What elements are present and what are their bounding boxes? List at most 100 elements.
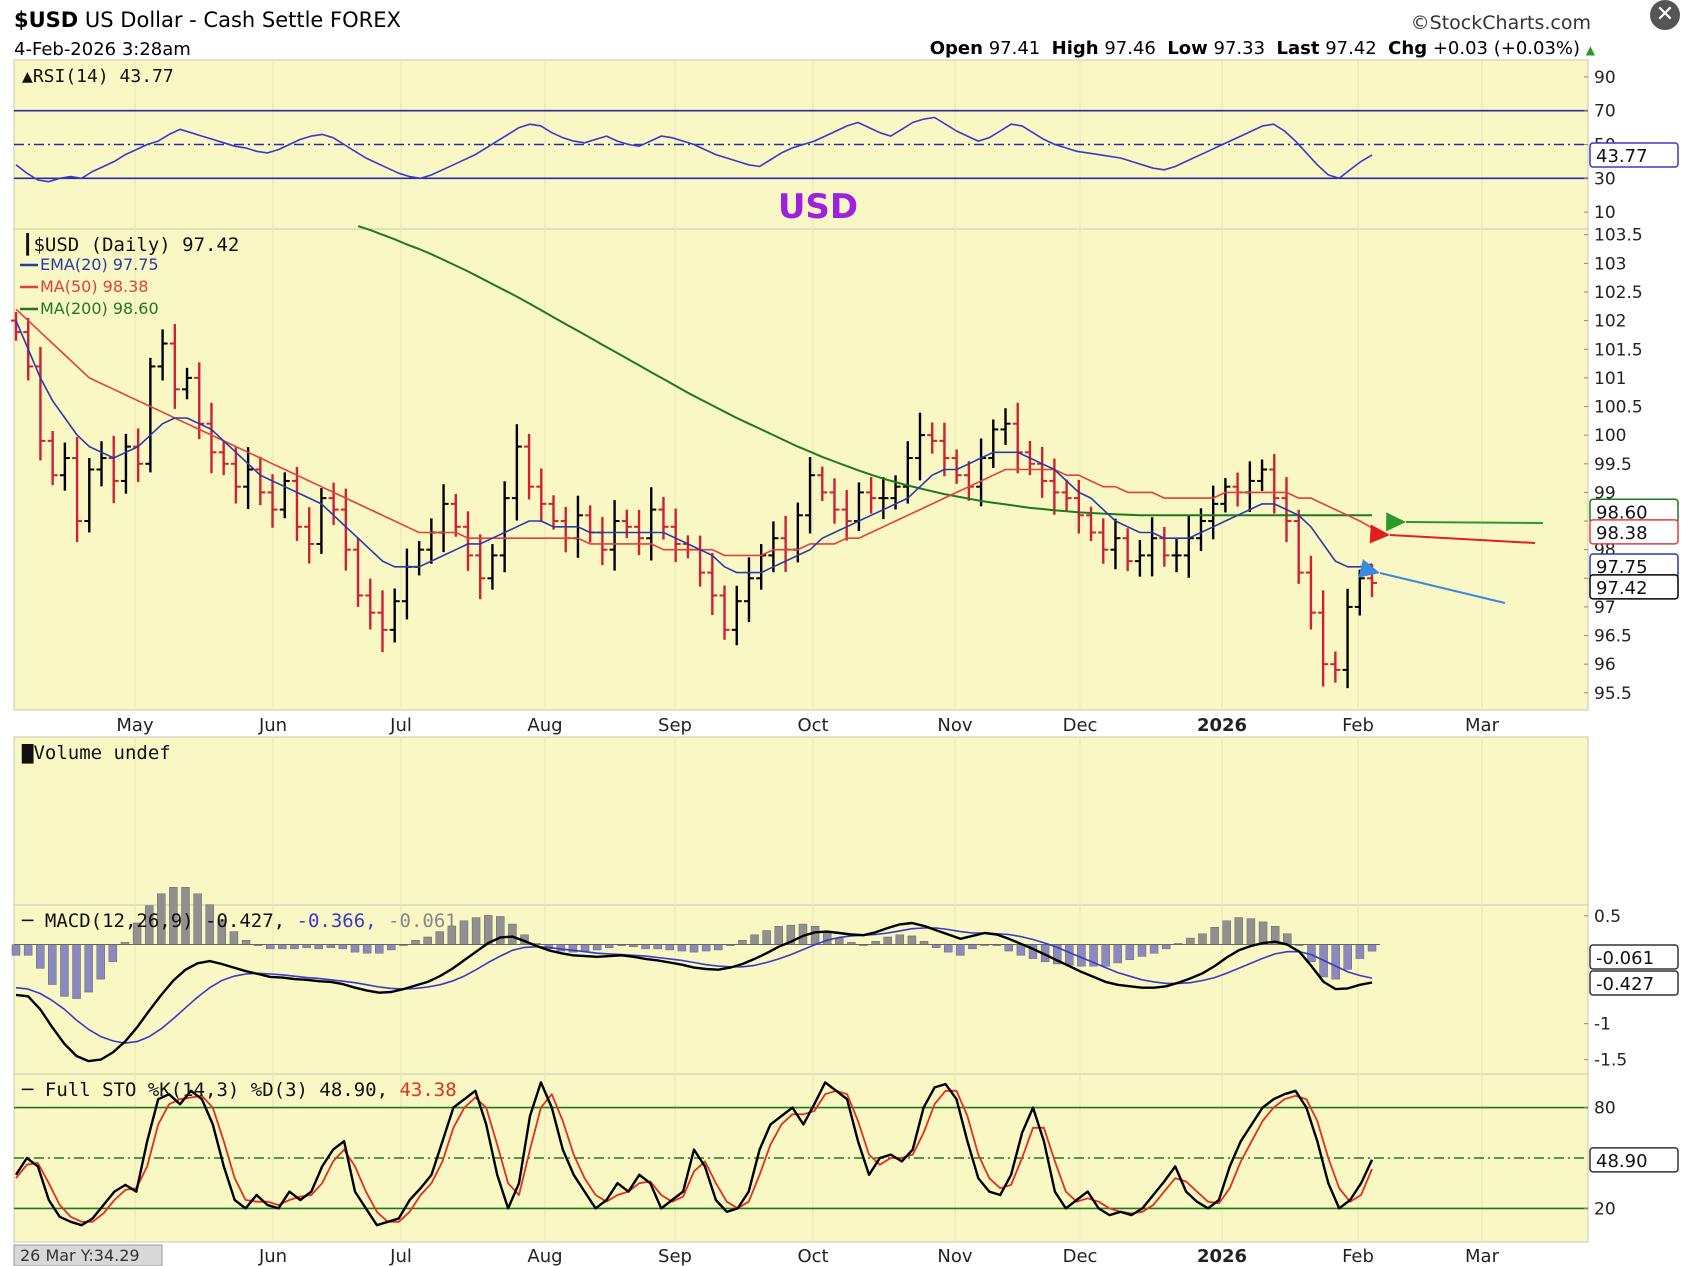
macd-histogram-bar [1234,917,1244,945]
price-bar [1257,459,1268,491]
macd-histogram-bar [338,944,348,950]
macd-title-part: -0.366, [285,910,377,932]
macd-histogram-bar [1149,944,1159,954]
macd-histogram-bar [1004,944,1013,952]
macd-histogram-bar [229,931,239,945]
macd-signal-line [15,927,1373,1044]
price-bar [1220,478,1231,513]
price-tick-label: 99.5 [1594,455,1632,475]
rsi-value-tag: 43.77 [1596,146,1648,167]
macd-histogram-bar [762,930,771,945]
price-bar [218,440,229,476]
macd-histogram-bar [1367,944,1377,952]
macd-histogram-bar [1065,944,1074,966]
price-bar [463,511,473,571]
price-bar [169,323,180,409]
up-triangle-icon: ▲ [1585,43,1595,57]
sto-tick-label: 20 [1594,1199,1616,1219]
price-bar [377,590,388,653]
macd-histogram-bar [84,944,93,993]
macd-histogram-bar [471,917,481,945]
price-tick-label: 95.5 [1594,684,1632,704]
chart-date: 4-Feb-2026 3:28am [14,39,191,60]
price-x-label: Jun [258,715,287,736]
sto-value-tag-box [1589,1147,1679,1173]
price-bar [353,538,364,607]
macd-histogram-bar [1125,944,1135,960]
price-bar [304,507,315,564]
price-tick-label: 97 [1594,598,1616,618]
price-bar [878,477,889,520]
price-x-label: Dec [1063,715,1098,736]
price-title: ┃$USD (Daily) 97.42 [22,233,239,256]
macd-histogram-bar [314,944,323,950]
macd-line-tag-box [1589,970,1679,996]
price-bar [157,329,168,381]
rsi-line [15,116,1373,183]
macd-line-tag: -0.427 [1596,974,1654,995]
macd-histogram-bar [810,925,820,945]
price-bar [1098,518,1109,564]
sto-x-label: Oct [797,1246,828,1266]
price-bar [951,449,962,484]
macd-histogram-bar [822,931,832,945]
price-bar [243,447,254,510]
macd-histogram-bar [895,934,905,945]
price-tick-label: 99 [1594,483,1616,503]
sto-x-label: Nov [937,1246,972,1266]
macd-histogram-bar [1222,920,1231,945]
price-bar [829,478,840,524]
macd-histogram-bar [1198,933,1207,945]
price-bar [805,457,816,534]
symbol: $USD [14,8,79,32]
price-bar [609,500,620,571]
macd-histogram-bar [496,916,505,945]
price-bar [1049,458,1060,515]
price-x-label: May [116,715,154,736]
price-bar [841,489,852,541]
price-tick-label: 103 [1594,254,1626,274]
price-bar [145,357,156,473]
ohlc-bar: Open 97.41 High 97.46 Low 97.33 Last 97.… [930,38,1595,59]
low-label: Low [1167,38,1208,59]
macd-histogram-bar [689,944,699,953]
rsi-tick-label: 70 [1594,102,1616,122]
ema20-line [15,320,1373,574]
macd-histogram-bar [278,944,287,950]
price-bar [1122,528,1133,572]
price-bar [731,585,742,646]
arrow-green-icon [1386,512,1544,532]
price-x-label: Sep [658,715,692,736]
price-bar [1330,651,1341,683]
macd-histogram-bar [1101,944,1110,967]
price-bar [450,493,461,537]
macd-histogram-bar [750,934,759,945]
close-icon[interactable]: ✕ [1650,0,1680,30]
macd-histogram-bar [435,931,444,945]
macd-histogram-bar [592,944,602,951]
macd-histogram-bar [423,936,432,945]
rsi-value-tag-box [1589,142,1679,168]
macd-histogram-bar [738,940,747,945]
price-bar [1061,479,1072,511]
price-bar [59,442,70,491]
macd-hist-tag-box [1589,944,1679,970]
macd-histogram-bar [459,920,469,945]
price-tick-label: 96.5 [1594,627,1632,647]
macd-histogram-bar [944,944,953,953]
macd-histogram-bar [968,944,977,950]
price-x-label: 2026 [1197,715,1247,736]
price-bar [719,585,730,640]
price-bar [1208,485,1219,540]
macd-histogram-bar [956,944,965,956]
macd-histogram-bar [72,944,81,999]
symbol-title: $USD US Dollar - Cash Settle FOREX [14,8,401,32]
macd-histogram-bar [362,944,372,954]
price-bar [670,508,681,563]
macd-histogram-bar [108,944,118,963]
high-label: High [1051,38,1099,59]
sto-x-label: 2026 [1197,1246,1247,1266]
macd-histogram-bar [96,944,105,980]
